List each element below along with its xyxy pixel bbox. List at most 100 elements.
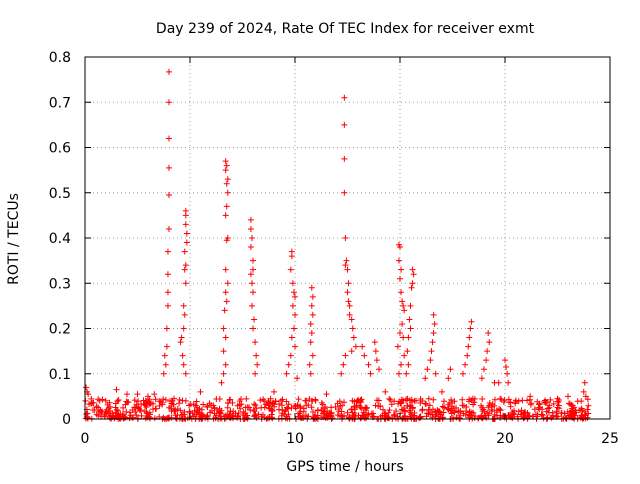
baseline-point [103,410,110,417]
data-point [407,302,414,309]
baseline-point [133,412,140,419]
data-point [181,248,188,255]
baseline-point [112,400,119,407]
baseline-point [470,401,477,408]
data-point [224,176,231,183]
baseline-point [132,404,139,411]
baseline-point [131,397,138,404]
baseline-point [549,409,556,416]
baseline-point [448,403,455,410]
baseline-point [500,398,507,405]
baseline-point [101,412,108,419]
baseline-point [122,414,129,421]
baseline-point [419,407,426,414]
data-point [83,384,90,391]
data-point [399,298,406,305]
data-point [359,343,366,350]
data-point [178,334,185,341]
data-point [222,158,229,165]
data-point [250,289,256,296]
baseline-point [584,406,591,413]
baseline-point [402,412,409,419]
data-point [481,366,487,373]
data-point [289,302,296,309]
data-point [248,280,255,287]
baseline-point [478,412,485,419]
baseline-point [408,399,415,406]
baseline-point [436,408,443,415]
data-point [394,343,401,350]
baseline-point [344,409,351,416]
data-point [166,225,172,232]
baseline-point [391,398,398,405]
data-point [342,262,349,269]
baseline-point [196,415,203,422]
baseline-point [150,406,157,413]
baseline-point [374,397,381,404]
data-point [197,388,204,395]
baseline-point [243,395,250,402]
data-point [164,289,171,296]
baseline-point [429,406,436,413]
data-point [309,293,316,300]
baseline-point [172,406,179,413]
data-point [430,311,437,318]
ticks: 0 5 10 15 20 25 0 0.1 0.2 0.3 0.4 0.5 0.6 0.7 0.8 [49,50,619,447]
data-point [349,325,356,332]
data-point [223,203,230,210]
baseline-point [107,407,114,414]
baseline-point [96,397,103,404]
baseline-point [260,396,267,403]
data-point [372,348,379,355]
baseline-point [543,408,550,415]
data-point [504,370,511,377]
baseline-point [550,400,557,407]
x-tick-label: 25 [601,431,619,447]
baseline-point [542,398,549,405]
baseline-point [174,406,181,413]
data-point [478,375,485,382]
data-point [223,180,230,187]
data-point [424,366,431,373]
baseline-point [83,411,90,418]
data-point [484,348,491,355]
baseline-point [116,415,123,422]
baseline-point [358,396,365,403]
data-point [222,266,229,273]
x-tick-label: 5 [186,431,195,447]
baseline-point [302,412,309,419]
data-point [483,357,490,364]
baseline-point [392,407,399,414]
data-point [348,348,355,355]
y-tick-label: 0.3 [49,276,71,292]
baseline-point [479,395,486,402]
baseline-point [90,399,97,406]
baseline-point [381,415,388,422]
x-tick-label: 20 [496,431,514,447]
baseline-point [427,411,434,418]
data-point [287,266,294,273]
data-point [85,391,92,398]
baseline-point [312,396,319,403]
data-point [341,121,348,128]
data-point [371,339,378,346]
chart-title: Day 239 of 2024, Rate Of TEC Index for r… [156,21,535,37]
baseline-point [498,396,505,403]
baseline-point [518,407,525,414]
data-point [222,361,229,368]
y-tick-label: 0.6 [49,141,71,157]
data-point [527,393,534,400]
baseline-point [548,414,555,421]
data-point [323,391,330,398]
baseline-point [171,395,178,402]
baseline-point [238,401,245,408]
baseline-point [555,398,562,405]
data-point [409,280,416,287]
baseline-point [341,399,348,406]
baseline-point [445,401,452,408]
data-point [247,244,254,251]
baseline-point [99,396,106,403]
baseline-point [365,411,372,418]
baseline-point [387,396,394,403]
y-tick-label: 0.2 [49,322,71,338]
